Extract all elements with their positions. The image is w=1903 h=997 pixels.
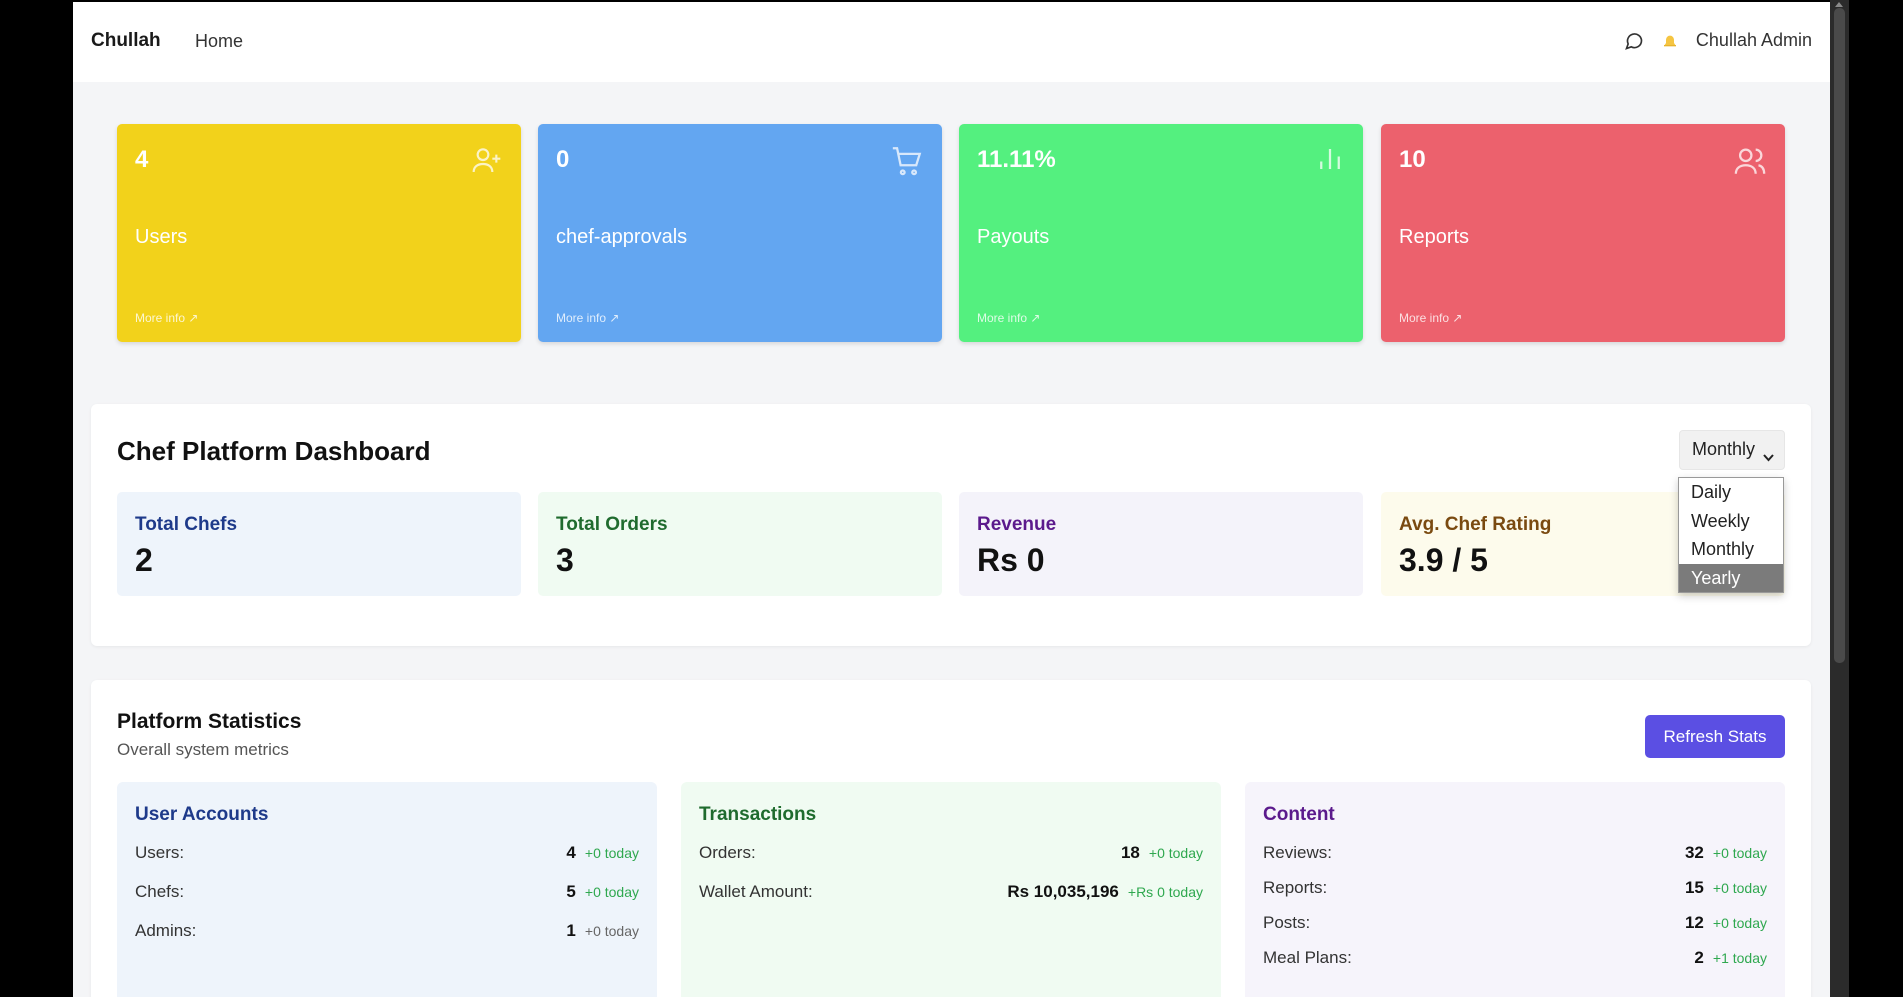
users-card[interactable]: 4 Users More info ↗ <box>117 124 521 342</box>
app-window: Chullah Home Chullah Admin 4 Users More … <box>73 2 1830 997</box>
more-info-link[interactable]: More info ↗ <box>135 311 199 325</box>
period-dropdown-list: Daily Weekly Monthly Yearly <box>1678 477 1784 593</box>
platform-stats-title: Platform Statistics <box>117 710 302 733</box>
metric-value: 2 <box>135 542 153 578</box>
card-value: 10 <box>1399 146 1426 173</box>
chef-dashboard-panel: Chef Platform Dashboard Monthly Total Ch… <box>91 404 1811 646</box>
stat-value: 2 <box>1694 948 1704 967</box>
nav-home-link[interactable]: Home <box>195 31 244 51</box>
metric-label: Total Chefs <box>135 514 238 535</box>
stat-label: Posts: <box>1263 913 1311 932</box>
stat-label: Reviews: <box>1263 843 1332 862</box>
payouts-card[interactable]: 11.11% Payouts More info ↗ <box>959 124 1363 342</box>
stat-row: Chefs: 5 +0 today <box>135 882 639 908</box>
nav-right-group: Chullah Admin <box>1624 30 1812 51</box>
stat-value: 12 <box>1684 913 1704 932</box>
more-info-link[interactable]: More info ↗ <box>977 311 1041 325</box>
group-transactions: Transactions Orders: 18 +0 today Wallet A… <box>681 782 1221 997</box>
period-select-value: Monthly <box>1692 439 1756 459</box>
stat-value: 1 <box>566 921 576 940</box>
period-option-monthly[interactable]: Monthly <box>1691 539 1755 559</box>
period-option-yearly[interactable]: Yearly <box>1679 563 1783 592</box>
scroll-up-icon[interactable] <box>1835 2 1843 7</box>
stat-label: Orders: <box>699 843 756 862</box>
vertical-scrollbar[interactable] <box>1830 0 1849 997</box>
metric-label: Total Orders <box>556 514 668 535</box>
stat-delta: +0 today <box>584 845 639 861</box>
bell-icon[interactable] <box>1662 33 1678 49</box>
cart-icon <box>890 144 924 182</box>
card-value: 4 <box>135 146 149 173</box>
stat-delta: +0 today <box>1712 915 1767 931</box>
stat-label: Chefs: <box>135 882 185 901</box>
card-value: 0 <box>556 146 570 173</box>
scrollbar-thumb[interactable] <box>1834 8 1845 663</box>
group-content: Content Reviews: 32 +0 today Reports: 15 +… <box>1245 782 1785 997</box>
brand-logo[interactable]: Chullah <box>91 30 161 51</box>
stat-value: 5 <box>566 882 576 901</box>
platform-stats-subtitle: Overall system metrics <box>117 740 289 759</box>
metric-total-chefs: Total Chefs 2 <box>117 492 521 596</box>
reports-card[interactable]: 10 Reports More info ↗ <box>1381 124 1785 342</box>
more-info-link[interactable]: More info ↗ <box>1399 311 1463 325</box>
metric-total-orders: Total Orders 3 <box>538 492 942 596</box>
stat-delta: +0 today <box>1712 845 1767 861</box>
stat-label: Reports: <box>1263 878 1328 897</box>
group-title: Content <box>1263 804 1335 825</box>
card-label: chef-approvals <box>556 226 688 248</box>
card-label: Users <box>135 226 188 248</box>
refresh-stats-button[interactable]: Refresh Stats <box>1645 715 1785 758</box>
stat-delta: +0 today <box>1712 880 1767 896</box>
period-select[interactable]: Monthly <box>1679 430 1785 470</box>
users-icon <box>1733 144 1767 182</box>
top-navbar: Chullah Home Chullah Admin <box>73 2 1830 82</box>
chevron-down-icon <box>1763 446 1774 467</box>
metric-revenue: Revenue Rs 0 <box>959 492 1363 596</box>
group-title: Transactions <box>699 804 817 825</box>
metric-label: Revenue <box>977 514 1057 535</box>
dashboard-title: Chef Platform Dashboard <box>117 436 431 466</box>
stat-row: Meal Plans: 2 +1 today <box>1263 948 1767 974</box>
period-option-weekly[interactable]: Weekly <box>1691 510 1750 531</box>
metric-value: 3 <box>556 542 574 578</box>
user-plus-icon <box>471 144 503 180</box>
metric-value: Rs 0 <box>977 542 1045 578</box>
stat-delta: +0 today <box>584 884 639 900</box>
stat-row: Orders: 18 +0 today <box>699 843 1203 869</box>
group-user-accounts: User Accounts Users: 4 +0 today Chefs: 5 +… <box>117 782 657 997</box>
stat-value: 32 <box>1684 843 1704 862</box>
stat-delta: +0 today <box>1148 845 1203 861</box>
bar-chart-icon <box>1315 144 1345 178</box>
user-menu[interactable]: Chullah Admin <box>1695 30 1812 50</box>
stat-delta: +Rs 0 today <box>1127 884 1203 900</box>
metric-value: 3.9 / 5 <box>1399 542 1488 578</box>
card-value: 11.11% <box>977 146 1056 173</box>
stat-value: 18 <box>1120 843 1140 862</box>
stat-value: 15 <box>1684 878 1704 897</box>
stat-row: Reports: 15 +0 today <box>1263 878 1767 904</box>
stat-label: Meal Plans: <box>1263 948 1352 967</box>
stat-delta: +1 today <box>1712 950 1767 966</box>
stat-value: Rs 10,035,196 <box>1007 882 1119 901</box>
more-info-link[interactable]: More info ↗ <box>556 311 620 325</box>
stat-label: Users: <box>135 843 185 862</box>
chat-icon[interactable] <box>1624 31 1644 51</box>
group-title: User Accounts <box>135 804 269 825</box>
stat-row: Admins: 1 +0 today <box>135 921 639 947</box>
stat-label: Wallet Amount: <box>699 882 813 901</box>
stat-value: 4 <box>566 843 576 862</box>
stat-row: Wallet Amount: Rs 10,035,196 +Rs 0 today <box>699 882 1203 908</box>
period-option-daily[interactable]: Daily <box>1691 482 1732 502</box>
stat-row: Reviews: 32 +0 today <box>1263 843 1767 869</box>
card-label: Payouts <box>977 226 1050 248</box>
metric-label: Avg. Chef Rating <box>1399 514 1552 535</box>
platform-statistics-panel: Platform Statistics Overall system metri… <box>91 680 1811 997</box>
stat-delta: +0 today <box>584 923 639 939</box>
stat-row: Posts: 12 +0 today <box>1263 913 1767 939</box>
stat-label: Admins: <box>135 921 197 940</box>
card-label: Reports <box>1399 226 1470 248</box>
chef-approvals-card[interactable]: 0 chef-approvals More info ↗ <box>538 124 942 342</box>
stat-row: Users: 4 +0 today <box>135 843 639 869</box>
